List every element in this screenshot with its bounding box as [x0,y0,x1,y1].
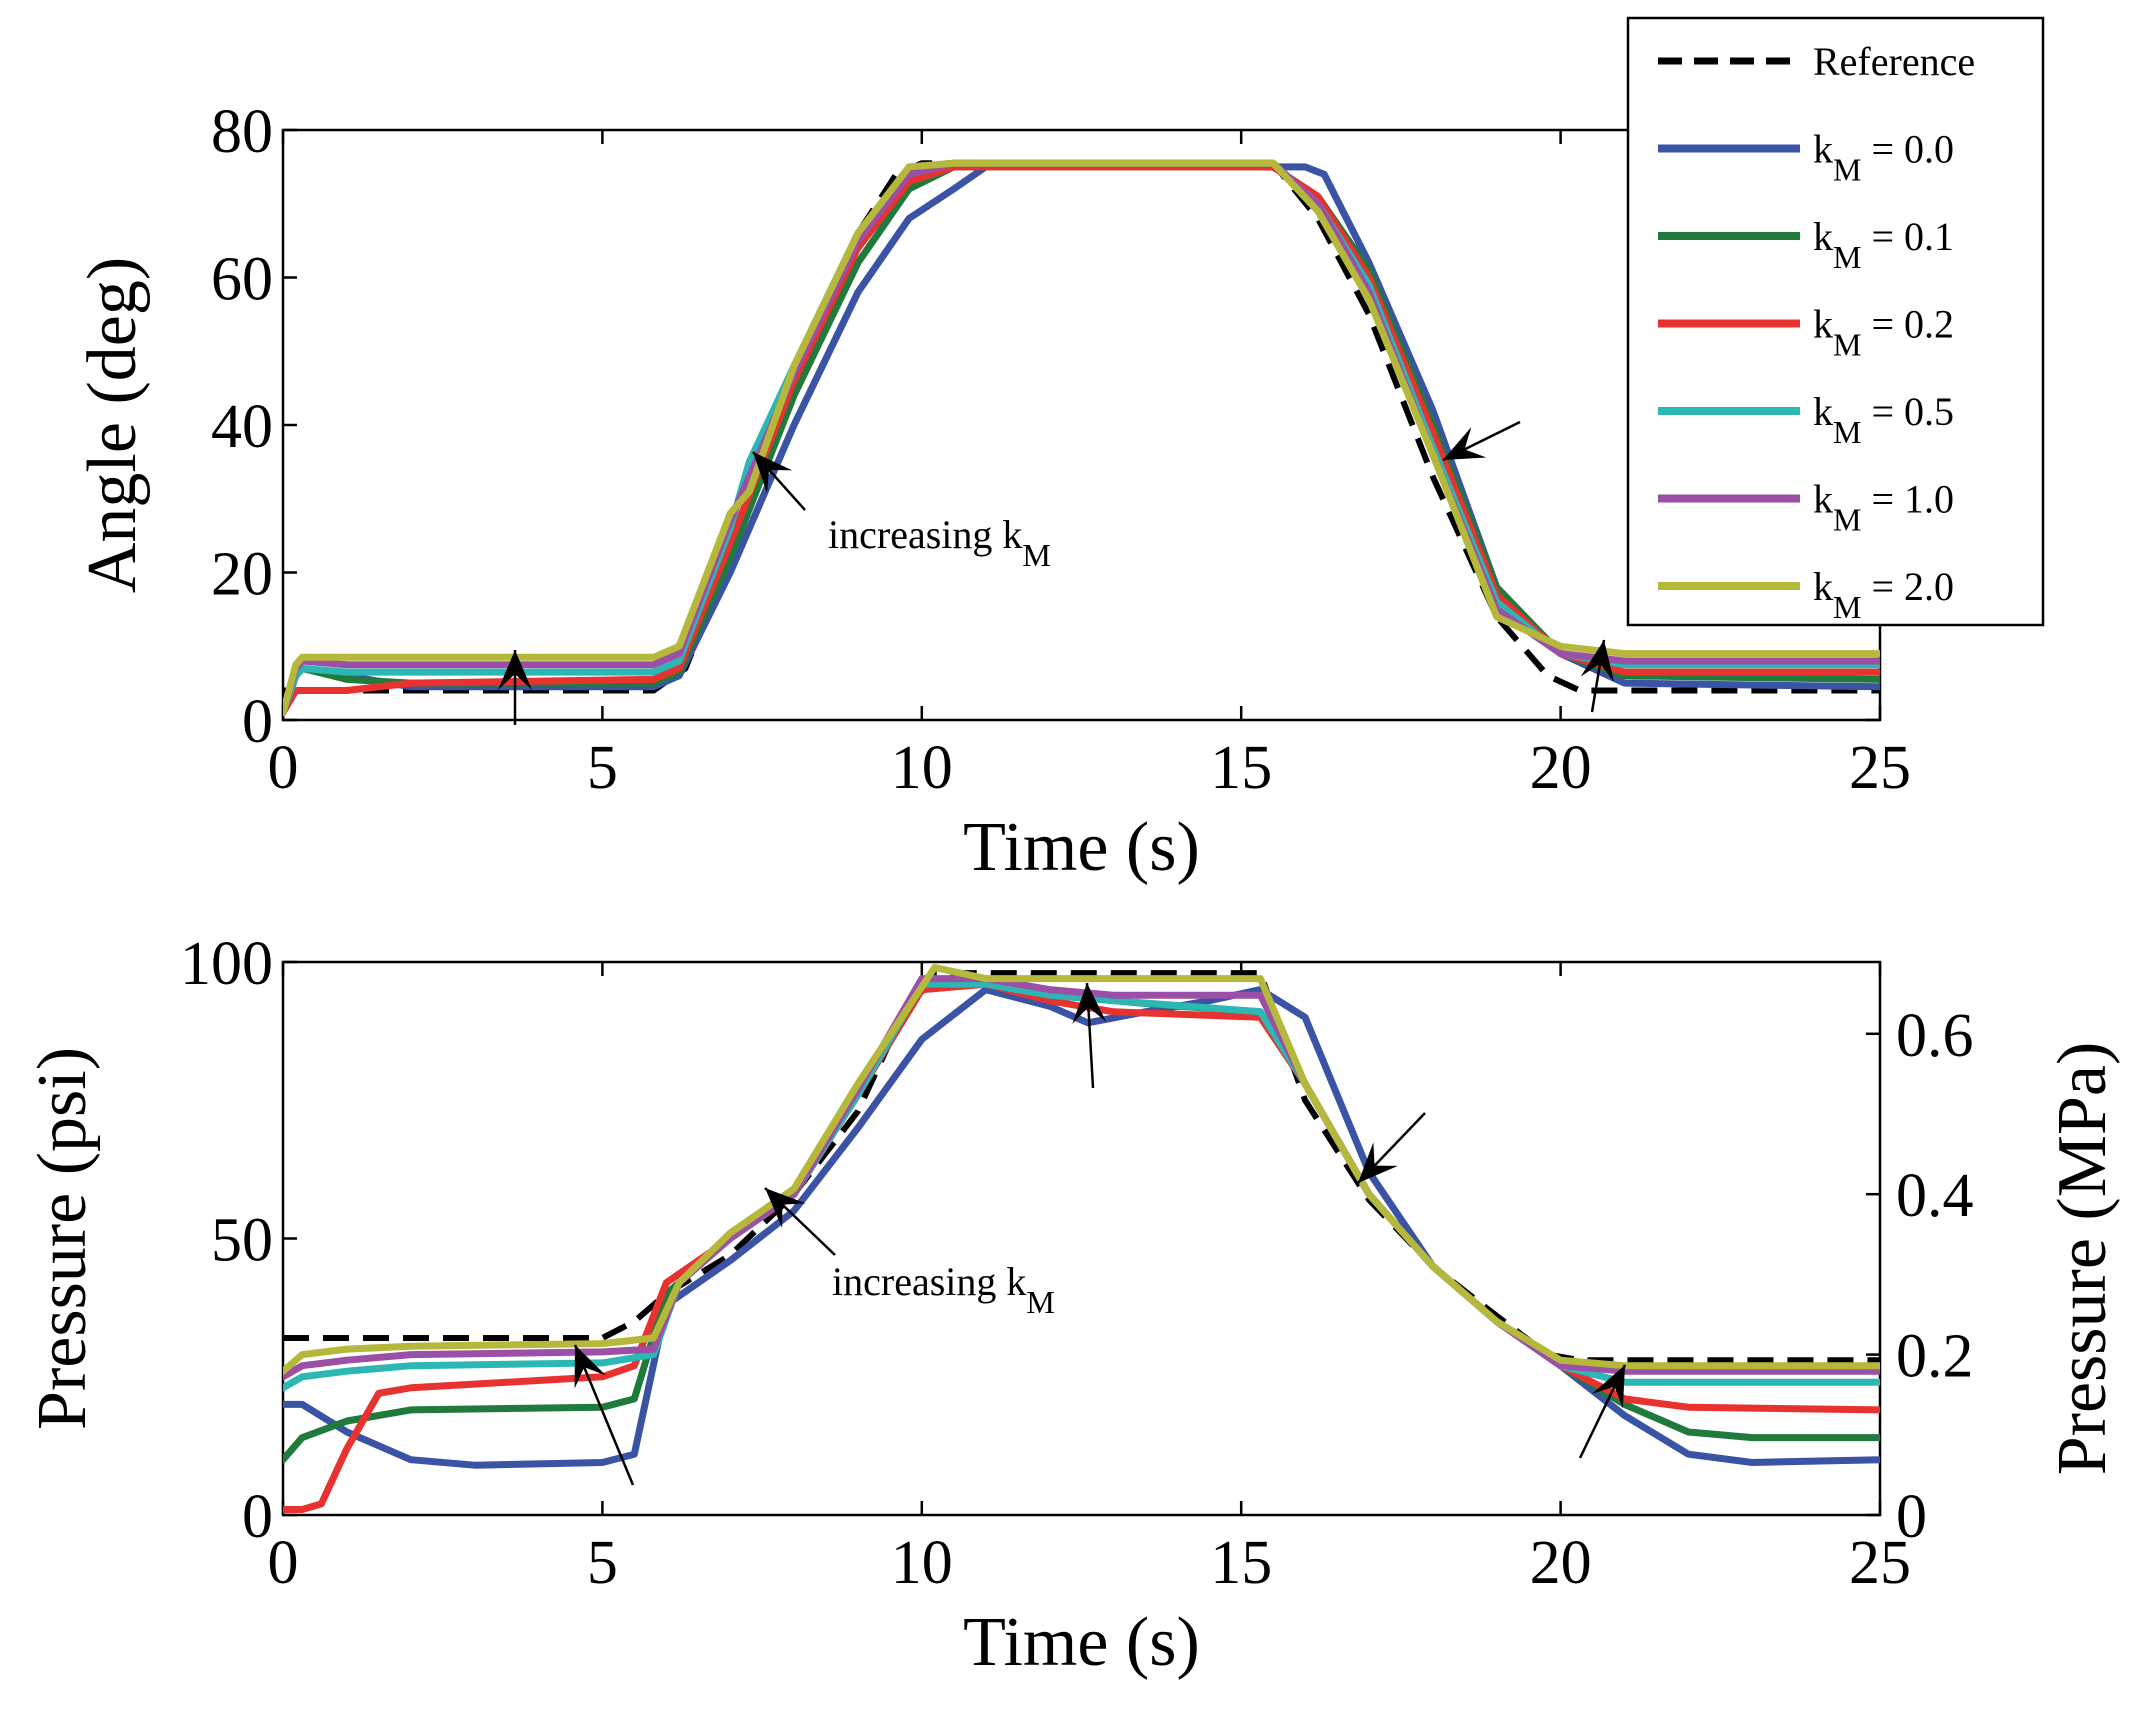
legend-label-5: kM = 1.0 [1813,477,1954,538]
annotation-arrow-head [1443,427,1487,460]
series-line-3 [283,163,1880,717]
y-tick-label: 0 [242,688,273,756]
annotation-text: increasing kM [832,1259,1055,1320]
y-axis-label: Angle (deg) [74,257,151,593]
series-line-4 [283,980,1880,1392]
x-tick-label: 10 [891,734,953,802]
x-tick-label: 15 [1210,1529,1272,1597]
series-line-6 [283,964,1880,1375]
annotation-arrow-head [1592,1365,1625,1409]
plot-area [281,960,1882,1517]
series-line-6 [283,159,1880,717]
x-tick-label: 5 [587,1529,618,1597]
annotation-arrow-head [1358,1142,1398,1183]
annotation-arrow-head [498,650,532,690]
x-tick-label: 20 [1530,1529,1592,1597]
legend: Reference kM = 0.0 kM = 0.1 kM = 0.2 kM = 0.… [1626,16,2045,627]
annotation-arrow-head [574,1345,607,1389]
y-tick-label: 80 [211,98,273,166]
x-tick-label: 0 [268,734,299,802]
legend-label-6: kM = 2.0 [1813,564,1954,625]
legend-label-1: kM = 0.0 [1813,127,1954,188]
series-group [283,159,1880,717]
x-tick-label: 0 [268,1529,299,1597]
x-tick-label: 10 [891,1529,953,1597]
x-tick-label: 25 [1849,1529,1911,1597]
x-tick-label: 25 [1849,734,1911,802]
y-axis-label: Pressure (psi) [24,1047,101,1430]
annotation-arrow-head [765,1188,806,1228]
y-tick-label: 60 [211,246,273,314]
y2-tick-label: 0.6 [1896,1002,1974,1070]
annotation-arrow-head [1072,983,1107,1024]
y2-tick-label: 0 [1896,1483,1927,1551]
legend-label-3: kM = 0.2 [1813,302,1954,363]
x-axis-label: Time (s) [963,1604,1200,1681]
series-line-5 [283,975,1880,1381]
annotation-arrow-shaft [573,1344,635,1486]
x-tick-label: 15 [1210,734,1272,802]
legend-label-2: kM = 0.1 [1813,214,1954,275]
x-axis-label: Time (s) [963,809,1200,886]
annotation-arrow-head [753,452,793,494]
series-line-1 [283,986,1880,1469]
annotation-text: increasing kM [828,512,1051,573]
y2-tick-label: 0.2 [1896,1323,1974,1391]
y-tick-label: 0 [242,1483,273,1551]
series-group [283,964,1880,1513]
y-tick-label: 100 [180,930,273,998]
angle-chart: 0 5 10 15 20 25 0 20 40 60 80 Time (s) Angle (deg) in… [74,16,2045,886]
x-tick-label: 5 [587,734,618,802]
y-tick-label: 50 [211,1207,273,1275]
legend-label-0: Reference [1813,39,1975,84]
y2-tick-label: 0.4 [1896,1162,1974,1230]
y-tick-label: 20 [211,541,273,609]
series-line-0 [283,970,1880,1364]
annotation-arrow-head [1580,640,1615,683]
legend-label-4: kM = 0.5 [1813,389,1954,450]
y2-axis-label: Pressure (MPa) [2044,1042,2121,1476]
series-line-2 [283,980,1880,1464]
x-tick-label: 20 [1530,734,1592,802]
y-tick-label: 40 [211,393,273,461]
series-line-3 [283,980,1880,1513]
